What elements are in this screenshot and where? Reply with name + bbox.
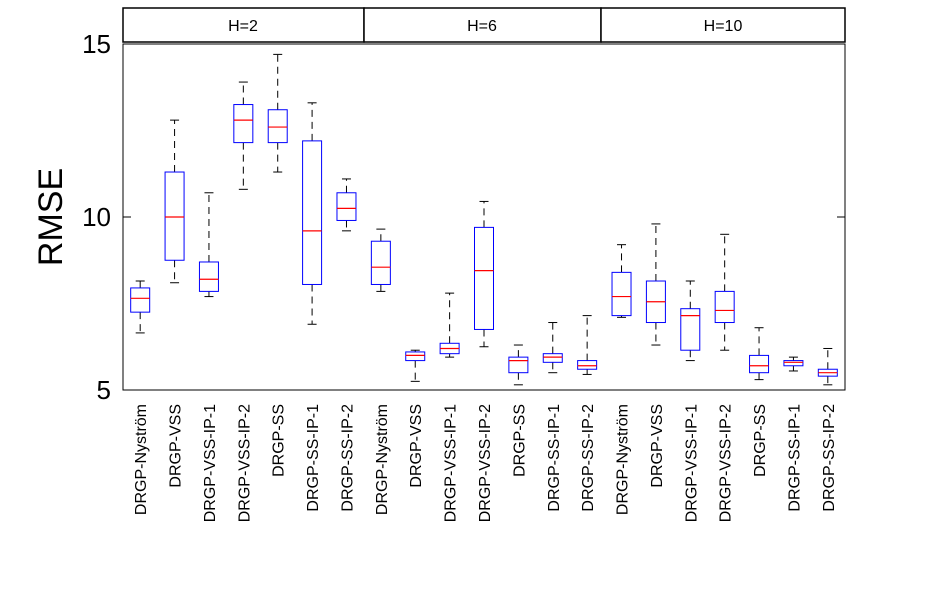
y-ticks: 5 10 15: [82, 29, 845, 405]
x-tick-label-12: DRGP-SS: [511, 404, 528, 477]
box-6: [302, 102, 323, 325]
box-20: [783, 356, 804, 372]
facet-header-1: [122, 7, 365, 43]
facet-label-1: H=2: [228, 18, 258, 35]
y-tick-label-1: 10: [82, 202, 111, 232]
x-tick-label-20: DRGP-SS-IP-1: [786, 404, 803, 512]
x-tick-label-5: DRGP-SS: [271, 404, 288, 477]
box-13: [542, 322, 563, 374]
box-1: [130, 280, 151, 334]
box-8: [370, 228, 391, 292]
iqr-box: [233, 104, 254, 144]
iqr-box: [577, 360, 598, 370]
x-tick-label-14: DRGP-SS-IP-2: [580, 404, 597, 512]
box-5: [267, 53, 288, 173]
x-tick-label-15: DRGP-Nyström: [615, 404, 632, 515]
x-tick-label-16: DRGP-VSS: [649, 404, 666, 488]
box-17: [680, 280, 701, 362]
x-tick-label-6: DRGP-SS-IP-1: [305, 404, 322, 512]
x-tick-label-8: DRGP-Nyström: [374, 404, 391, 515]
box-3: [198, 192, 219, 298]
x-tick-labels: DRGP-Nyström DRGP-VSS DRGP-VSS-IP-1 DRGP-VS…: [133, 404, 838, 522]
facet-label-3: H=10: [704, 18, 743, 35]
x-tick-label-4: DRGP-VSS-IP-2: [236, 404, 253, 522]
x-tick-label-1: DRGP-Nyström: [133, 404, 150, 515]
iqr-box: [508, 356, 529, 374]
iqr-box: [336, 192, 357, 221]
box-2: [164, 119, 185, 284]
iqr-box: [267, 109, 288, 144]
iqr-box: [198, 261, 219, 292]
facet-header-2: [363, 7, 602, 43]
iqr-box: [130, 287, 151, 313]
box-4: [233, 81, 254, 190]
box-14: [577, 315, 598, 375]
box-19: [749, 327, 770, 381]
x-tick-label-17: DRGP-VSS-IP-1: [683, 404, 700, 522]
boxes: [130, 53, 838, 386]
x-tick-label-3: DRGP-VSS-IP-1: [202, 404, 219, 522]
iqr-box: [370, 240, 391, 285]
y-axis-title: RMSE: [32, 168, 70, 266]
facet-label-2: H=6: [467, 18, 497, 35]
y-tick-label-0: 5: [97, 375, 111, 405]
iqr-box: [611, 271, 632, 317]
iqr-box: [680, 308, 701, 351]
iqr-box: [405, 351, 426, 362]
box-21: [817, 347, 838, 386]
box-7: [336, 178, 357, 232]
iqr-box: [749, 354, 770, 374]
iqr-box: [714, 290, 735, 324]
iqr-box: [783, 360, 804, 367]
x-tick-label-18: DRGP-VSS-IP-2: [718, 404, 735, 522]
x-tick-label-9: DRGP-VSS: [408, 404, 425, 488]
box-9: [405, 349, 426, 382]
facet-header-3: [600, 7, 846, 43]
box-10: [439, 292, 460, 358]
x-tick-label-13: DRGP-SS-IP-1: [546, 404, 563, 512]
facet-header: H=2 H=6 H=10: [122, 7, 846, 43]
box-16: [645, 223, 666, 346]
box-12: [508, 344, 529, 386]
box-15: [611, 244, 632, 318]
x-tick-label-10: DRGP-VSS-IP-1: [443, 404, 460, 522]
box-11: [474, 200, 494, 348]
y-tick-label-2: 15: [82, 29, 111, 59]
y-axis: RMSE 5 10 15: [32, 29, 845, 405]
x-tick-label-7: DRGP-SS-IP-2: [339, 404, 356, 512]
x-tick-label-2: DRGP-VSS: [168, 404, 185, 488]
x-tick-label-11: DRGP-VSS-IP-2: [477, 404, 494, 522]
x-tick-label-19: DRGP-SS: [752, 404, 769, 477]
iqr-box: [164, 171, 185, 261]
iqr-box: [474, 226, 494, 330]
iqr-box: [302, 140, 323, 285]
box-18: [714, 233, 735, 351]
iqr-box: [542, 353, 563, 363]
x-tick-label-21: DRGP-SS-IP-2: [821, 404, 838, 512]
